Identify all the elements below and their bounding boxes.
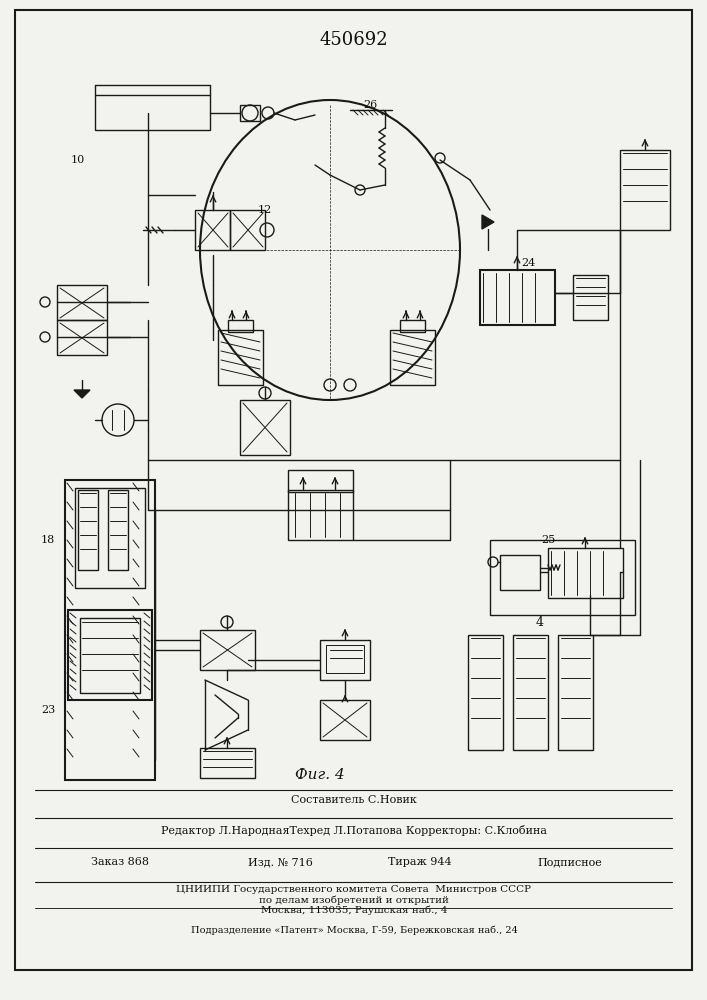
Text: Подразделение «Патент» Москва, Г-59, Бережковская наб., 24: Подразделение «Патент» Москва, Г-59, Бер…	[191, 925, 518, 935]
Bar	[468, 635, 503, 750]
Bar	[75, 488, 145, 588]
Bar	[573, 275, 608, 320]
Text: 4: 4	[536, 615, 544, 629]
Text: 26: 26	[363, 100, 377, 110]
Bar	[240, 105, 260, 121]
Bar	[230, 210, 265, 250]
Text: 24: 24	[521, 258, 535, 268]
Bar	[228, 320, 253, 332]
Polygon shape	[74, 390, 90, 398]
Bar	[400, 320, 425, 332]
Bar	[57, 320, 107, 355]
Bar	[326, 645, 364, 673]
Bar	[108, 490, 128, 570]
Text: Москва, 113035, Раушская наб., 4: Москва, 113035, Раушская наб., 4	[261, 905, 448, 915]
Polygon shape	[205, 680, 248, 750]
Text: 23: 23	[41, 705, 55, 715]
Polygon shape	[482, 215, 494, 229]
Text: 450692: 450692	[320, 31, 388, 49]
Bar	[57, 285, 107, 320]
Bar	[480, 270, 555, 325]
Text: 12: 12	[258, 205, 272, 215]
Text: Составитель С.Новик: Составитель С.Новик	[291, 795, 417, 805]
Bar	[620, 150, 670, 230]
Bar	[320, 640, 370, 680]
Bar	[288, 470, 353, 492]
Text: Изд. № 716: Изд. № 716	[247, 857, 312, 867]
Bar	[80, 618, 140, 693]
Bar	[320, 700, 370, 740]
Bar	[240, 400, 290, 455]
Text: Фиг. 4: Фиг. 4	[295, 768, 345, 782]
Bar	[548, 548, 623, 598]
Bar	[195, 210, 230, 250]
Text: Тираж 944: Тираж 944	[388, 857, 452, 867]
Bar	[95, 95, 210, 130]
Bar	[218, 330, 263, 385]
Bar	[288, 490, 353, 540]
Text: Заказ 868: Заказ 868	[91, 857, 149, 867]
Bar	[78, 490, 98, 570]
Text: по делам изобретений и открытий: по делам изобретений и открытий	[259, 895, 449, 905]
Bar	[390, 330, 435, 385]
Bar	[558, 635, 593, 750]
Bar	[65, 480, 155, 780]
Bar	[200, 630, 255, 670]
Text: 25: 25	[541, 535, 555, 545]
Text: 10: 10	[71, 155, 85, 165]
Text: 18: 18	[41, 535, 55, 545]
Text: ЦНИИПИ Государственного комитета Совета  Министров СССР: ЦНИИПИ Государственного комитета Совета …	[177, 886, 532, 894]
Bar	[500, 555, 540, 590]
Bar	[200, 748, 255, 778]
Text: Подписное: Подписное	[537, 857, 602, 867]
Bar	[490, 540, 635, 615]
Bar	[513, 635, 548, 750]
Bar	[68, 610, 152, 700]
Text: Редактор Л.НароднаяТехред Л.Потапова Корректоры: С.Клобина: Редактор Л.НароднаяТехред Л.Потапова Кор…	[161, 824, 547, 836]
